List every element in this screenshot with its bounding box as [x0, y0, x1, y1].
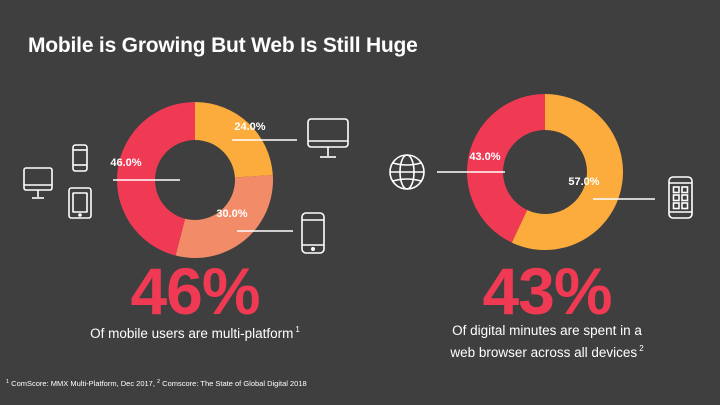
caption-right: Of digital minutes are spent in a web br…	[417, 322, 677, 362]
donut-label-0-1: 30.0%	[216, 208, 247, 220]
caption-left-text: Of mobile users are multi-platform	[90, 326, 294, 341]
donut-label-1-0: 57.0%	[568, 176, 599, 188]
donut-chart-digital-minutes: 57.0% 43.0%	[467, 94, 623, 250]
app-grid-icon	[668, 176, 693, 219]
caption-right-line-2-text: web browser across all devices	[450, 345, 638, 360]
donut-label-1-1: 43.0%	[469, 151, 500, 163]
donut-slice-0-1	[175, 175, 273, 258]
phone-icon	[301, 212, 325, 254]
caption-right-line-2: web browser across all devices 2	[417, 340, 677, 362]
monitor-icon	[23, 167, 53, 199]
footnote-text-2: Comscore: The State of Global Digital 20…	[160, 379, 307, 388]
donut-slice-1-0	[511, 94, 623, 250]
slide-title: Mobile is Growing But Web Is Still Huge	[28, 34, 418, 57]
phone-icon	[72, 144, 88, 172]
donut-slice-1-1	[467, 94, 545, 243]
big-stat-right: 43%	[482, 254, 612, 328]
caption-left: Of mobile users are multi-platform 1	[70, 321, 320, 343]
donut-slice-0-2	[117, 102, 195, 256]
donut-label-0-0: 24.0%	[234, 121, 265, 133]
footnote: 1 ComScore: MMX Multi-Platform, Dec 2017…	[6, 379, 307, 388]
caption-left-footnote-mark: 1	[295, 325, 300, 334]
leader-lines	[113, 139, 655, 232]
caption-right-footnote-mark: 2	[639, 344, 644, 353]
monitor-icon	[307, 118, 349, 158]
footnote-mark-1: 1	[6, 379, 10, 385]
donut-label-0-2: 46.0%	[110, 157, 141, 169]
big-stat-left: 46%	[130, 254, 260, 328]
tablet-icon	[68, 187, 92, 219]
caption-right-line-1: Of digital minutes are spent in a	[452, 323, 642, 338]
globe-icon	[389, 154, 425, 190]
footnote-text-1: ComScore: MMX Multi-Platform, Dec 2017,	[9, 379, 158, 388]
footnote-mark-2: 2	[157, 379, 161, 385]
